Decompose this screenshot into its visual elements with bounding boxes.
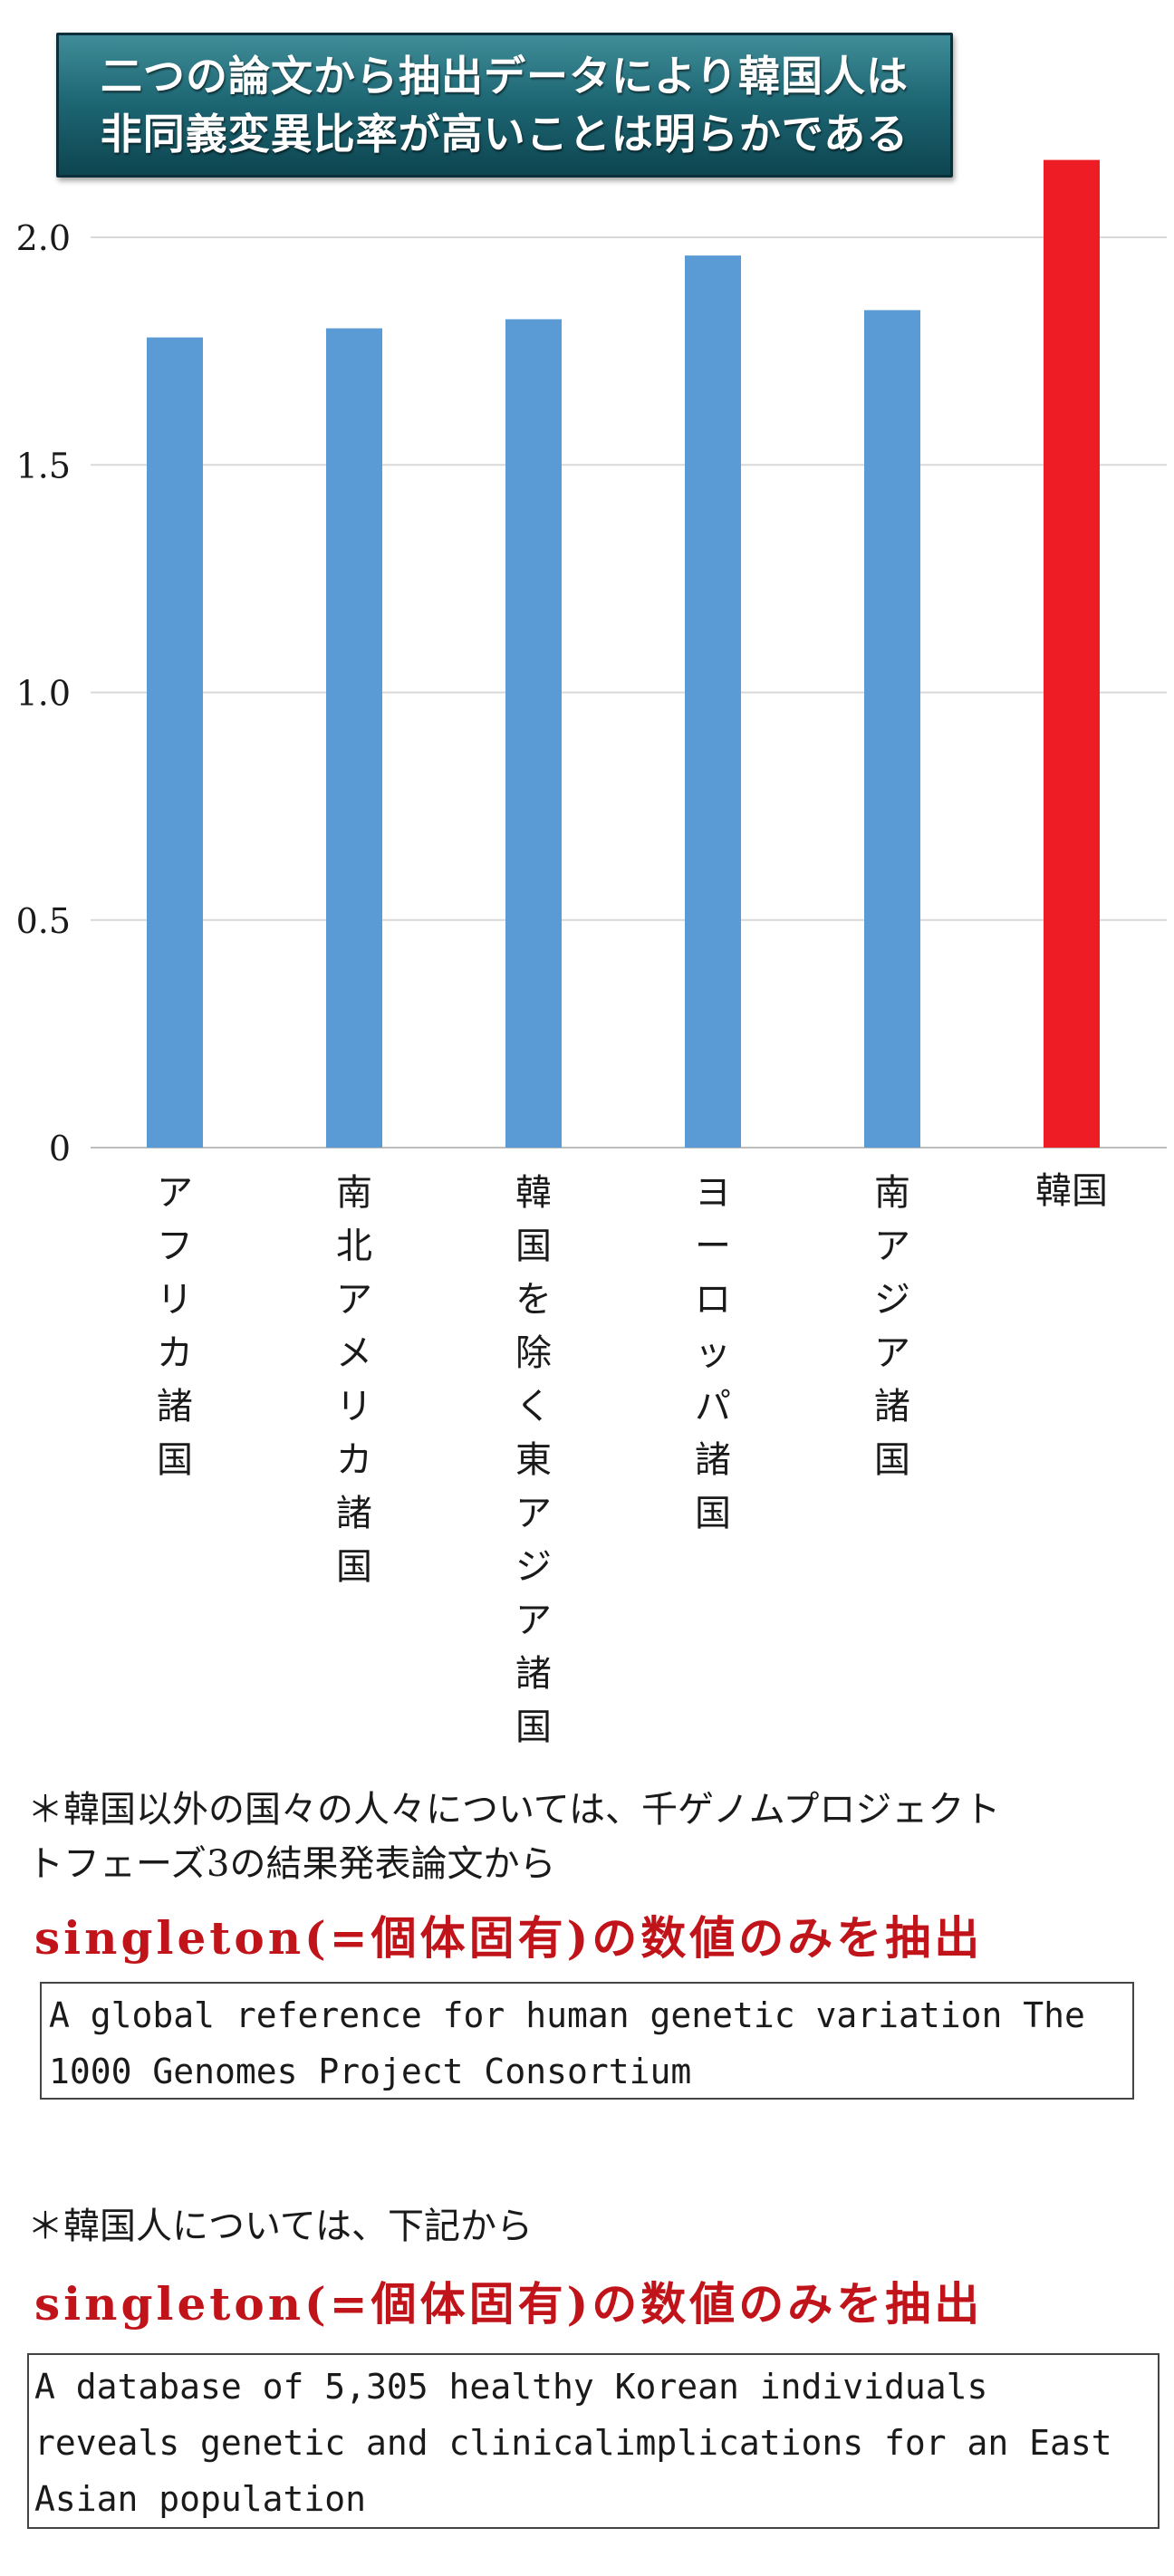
reference-1-line-1: A global reference for human genetic var… — [49, 1995, 1085, 2035]
x-tick-label: 南アジア諸国 — [874, 1172, 910, 1481]
bar-1 — [147, 337, 203, 1148]
note-1-line-1: ＊韓国以外の国々の人々については、千ゲノムプロジェクト — [27, 1789, 1001, 1831]
reference-2-line-3: Asian population — [34, 2479, 367, 2519]
x-tick-label: 南北アメリカ諸国 — [336, 1172, 372, 1588]
highlight-1: singleton(=個体固有)の数値のみを抽出 — [34, 1911, 984, 1965]
reference-1-line-2: 1000 Genomes Project Consortium — [49, 2052, 692, 2091]
y-tick-label: 1.0 — [16, 674, 71, 714]
bar-chart: 0 0.5 1.0 1.5 2.0 アフリカ諸国 南北アメリカ諸国 韓国を除く東アジア諸国 ヨー… — [16, 159, 1167, 1748]
bar-4 — [685, 255, 741, 1149]
x-tick-label: ヨーロッパ諸国 — [695, 1172, 731, 1534]
y-tick-label: 0 — [49, 1129, 71, 1168]
y-tick-label: 1.5 — [16, 446, 71, 485]
bar-5 — [864, 310, 920, 1148]
reference-box-1: A global reference for human genetic var… — [40, 1982, 1134, 2100]
x-tick-label: 韓国を除く東アジア諸国 — [515, 1172, 552, 1748]
title-line-2: 非同義変異比率が高いことは明らかである — [100, 110, 909, 159]
title-line-1: 二つの論文から抽出データにより韓国人は — [100, 52, 909, 101]
highlight-2: singleton(=個体固有)の数値のみを抽出 — [34, 2277, 984, 2331]
y-tick-label: 0.5 — [16, 901, 71, 941]
bar-3 — [505, 319, 562, 1148]
bar-6 — [1044, 159, 1100, 1149]
y-tick-label: 2.0 — [16, 218, 71, 258]
title-banner: 二つの論文から抽出データにより韓国人は 非同義変異比率が高いことは明らかである — [56, 33, 953, 178]
x-tick-label: 韓国 — [1035, 1170, 1108, 1212]
x-tick-label: アフリカ諸国 — [157, 1172, 193, 1481]
bar-2 — [326, 328, 382, 1148]
reference-box-2: A database of 5,305 healthy Korean indiv… — [27, 2353, 1160, 2529]
note-1-line-2: トフェーズ3の結果発表論文から — [27, 1843, 556, 1885]
note-2: ＊韓国人については、下記から — [27, 2206, 533, 2247]
reference-2-line-2: reveals genetic and clinicalimplications… — [34, 2423, 1112, 2463]
reference-2-line-1: A database of 5,305 healthy Korean indiv… — [34, 2367, 988, 2407]
